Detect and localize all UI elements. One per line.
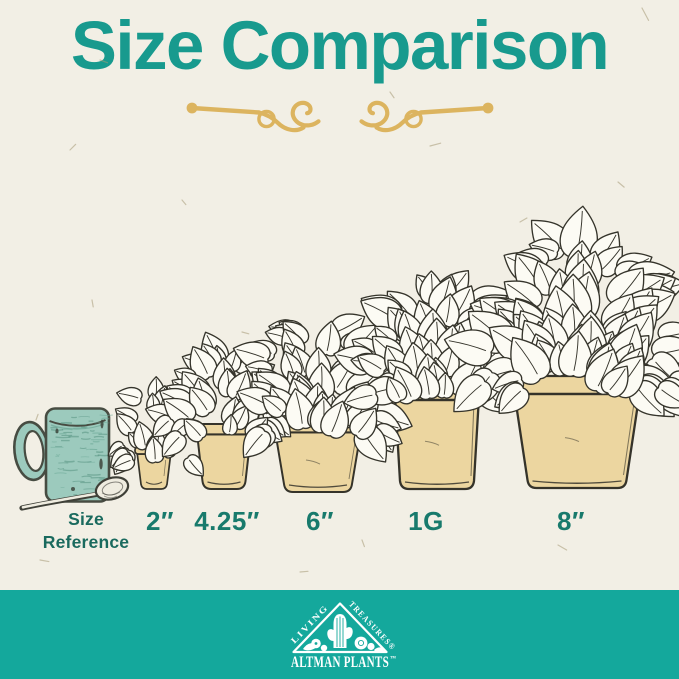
gold-flourish-divider — [186, 100, 494, 133]
size-label-425in: 4.25″ — [194, 506, 260, 536]
size-reference-label: Size Reference — [29, 508, 143, 554]
spoon-icon — [19, 476, 130, 511]
size-label-6in: 6″ — [306, 506, 334, 536]
size-label-2in: 2″ — [146, 506, 174, 536]
footer-brand-band: LIVING TREASURES® ALTMAN PLANTS ™ — [0, 590, 679, 679]
altman-plants-logo: LIVING TREASURES® ALTMAN PLANTS ™ — [289, 599, 399, 671]
coffee-mug-icon — [13, 407, 113, 503]
flourish-right — [359, 100, 494, 133]
logo-brand-name: ALTMAN PLANTS — [291, 654, 389, 671]
page-title: Size Comparison — [70, 7, 610, 84]
flower-icons — [303, 636, 384, 653]
size-reference-line2: Reference — [42, 532, 130, 553]
pothos-plant — [443, 205, 679, 418]
size-label-1g: 1G — [408, 506, 444, 536]
size-label-8in: 8″ — [557, 506, 585, 536]
logo-trademark: ™ — [390, 656, 396, 662]
logo-triangle — [292, 602, 388, 654]
flourish-left — [186, 100, 321, 133]
logo-text-living: LIVING — [289, 602, 331, 645]
size-reference-line1: Size — [68, 509, 104, 529]
cactus-icon — [327, 614, 353, 648]
